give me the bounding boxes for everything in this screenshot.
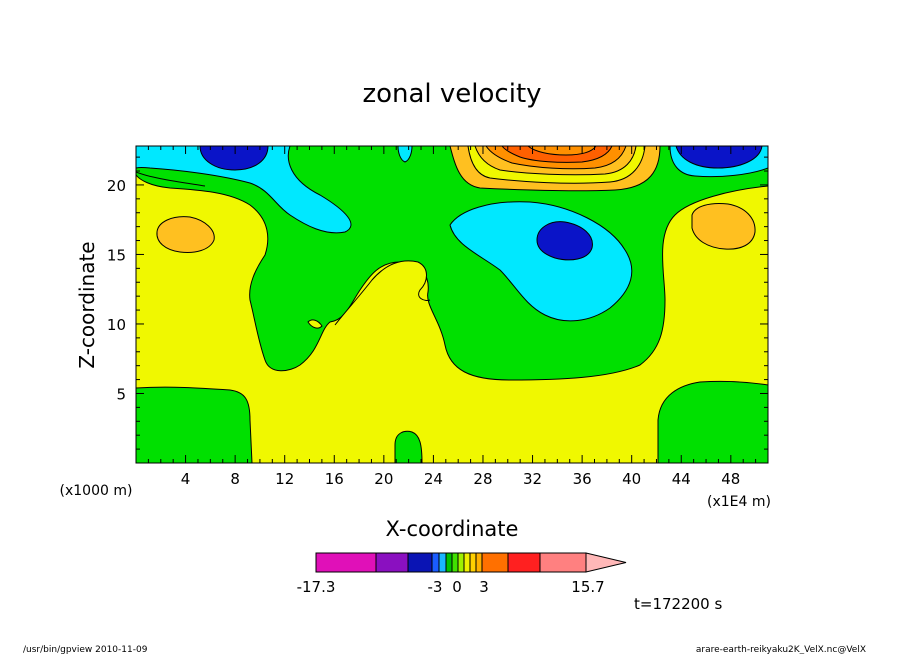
- y-tick-label: 20: [107, 177, 126, 195]
- colorbar-segment: [481, 552, 509, 573]
- y-tick-label: 10: [107, 316, 126, 334]
- colorbar-segment: [539, 552, 587, 573]
- colorbar-segment: [457, 552, 465, 573]
- contour-cyan-top-left: [136, 146, 352, 234]
- x-tick-label: 8: [230, 470, 240, 488]
- x-tick-label: 16: [325, 470, 344, 488]
- colorbar-tick-label: 3: [479, 578, 489, 596]
- colorbar-segment: [431, 552, 440, 573]
- chart-title: zonal velocity: [362, 79, 541, 109]
- x-scale-label: (x1E4 m): [707, 494, 771, 510]
- x-tick-label: 12: [275, 470, 294, 488]
- plot-frame: [135, 145, 769, 464]
- footer-left: /usr/bin/gpview 2010-11-09: [23, 645, 148, 654]
- x-tick-label: 36: [573, 470, 592, 488]
- colorbar-segment: [315, 552, 377, 573]
- contour-field: [136, 146, 768, 463]
- contour-orange-left: [156, 216, 215, 253]
- contour-line-top-left: [136, 171, 206, 187]
- contour-blue-top-right: [675, 146, 763, 169]
- x-tick-label: 4: [181, 470, 191, 488]
- colorbar-segment: [507, 552, 541, 573]
- colorbar-segment: [451, 552, 459, 573]
- y-tick-label: 15: [107, 246, 126, 264]
- contour-green-bottom-left: [136, 386, 253, 463]
- colorbar: -17.3 -3 0 3 15.7: [297, 552, 627, 596]
- colorbar-segment: [375, 552, 409, 573]
- contour-yellow-center: [334, 260, 431, 326]
- colorbar-segment: [438, 552, 447, 573]
- x-tick-label: 40: [622, 470, 641, 488]
- time-annotation: t=172200 s: [634, 595, 722, 613]
- x-tick-label: 28: [473, 470, 492, 488]
- x-axis: 4 8 12 16 20 24 28 32 36 40 44 48: [147, 146, 757, 488]
- footer-right: arare-earth-reikyaku2K_VelX.nc@VelX: [696, 645, 866, 654]
- x-tick-label: 32: [523, 470, 542, 488]
- y-axis: 5 10 15 20: [107, 156, 768, 450]
- colorbar-segment: [407, 552, 433, 573]
- colorbar-tick-label: -3: [428, 578, 443, 596]
- y-axis-label: Z-coordinate: [75, 241, 99, 368]
- x-tick-label: 48: [721, 470, 740, 488]
- x-axis-label: X-coordinate: [386, 517, 519, 541]
- x-tick-label: 44: [672, 470, 691, 488]
- x-tick-label: 24: [424, 470, 443, 488]
- contour-green-bottom-right: [657, 380, 768, 463]
- colorbar-segment: [463, 552, 471, 573]
- contour-orange-right: [691, 203, 756, 250]
- colorbar-segment: [475, 552, 483, 573]
- colorbar-segment: [445, 552, 453, 573]
- colorbar-arrow: [585, 552, 627, 573]
- colorbar-tick-label: 15.7: [571, 578, 604, 596]
- contour-blue-top-left: [199, 146, 269, 171]
- contour-yellow-small: [307, 319, 323, 329]
- x-tick-label: 20: [374, 470, 393, 488]
- contour-blue-center: [536, 221, 593, 261]
- colorbar-tick-label: -17.3: [297, 578, 336, 596]
- colorbar-tick-label: 0: [452, 578, 462, 596]
- contour-green-bottom-center: [394, 430, 423, 463]
- colorbar-segment: [469, 552, 477, 573]
- x-unit-label: (x1000 m): [60, 483, 133, 499]
- y-tick-label: 5: [116, 385, 126, 403]
